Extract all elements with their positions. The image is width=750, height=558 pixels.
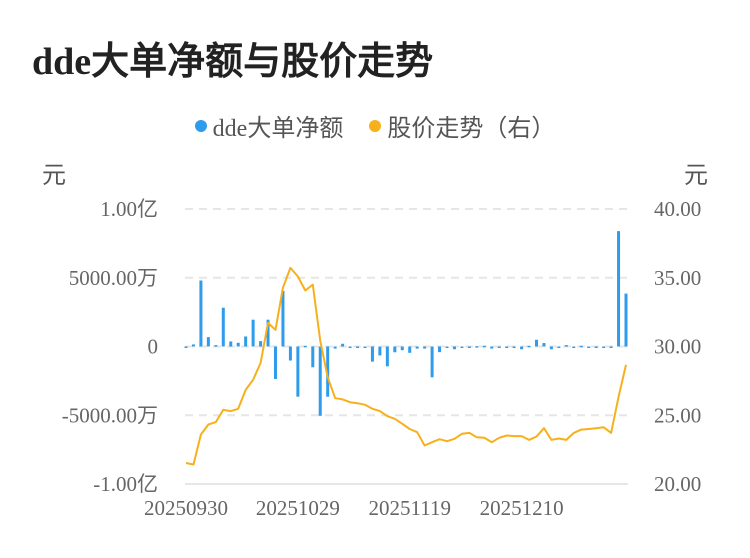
dde-bar (251, 319, 255, 347)
dde-bar (542, 343, 546, 347)
dde-bar (430, 346, 434, 378)
legend-dot-dde (194, 119, 207, 132)
dde-bar (221, 307, 225, 347)
dde-bar (460, 346, 464, 348)
right-tick-label: 30.00 (654, 335, 701, 359)
dde-bar (505, 346, 509, 348)
left-tick-label: 5000.00万 (69, 266, 158, 290)
legend-label-price: 股价走势（右） (387, 116, 556, 142)
dde-bar (191, 344, 195, 347)
dde-bar (482, 345, 486, 348)
dde-bar (438, 346, 442, 353)
dde-bar (564, 345, 568, 347)
dde-bar (527, 345, 531, 348)
dde-bar (184, 346, 188, 348)
dde-bar (266, 319, 270, 347)
dde-bar (579, 345, 583, 348)
dde-bar (445, 346, 449, 348)
dde-bar (273, 346, 277, 379)
dde-bar (341, 343, 345, 347)
right-axis-unit: 元 (684, 163, 708, 189)
dde-bar (423, 346, 427, 349)
dde-bar (452, 346, 456, 350)
x-tick-label: 20251119 (369, 496, 451, 520)
dde-bar (326, 346, 330, 397)
left-tick-label: -1.00亿 (93, 472, 158, 496)
dde-bar (229, 341, 233, 347)
x-tick-label: 20251210 (480, 496, 564, 520)
legend-item-price[interactable]: 股价走势（右） (369, 108, 555, 143)
left-tick-label: -5000.00万 (62, 403, 158, 427)
dde-bar (609, 346, 613, 348)
dde-bar (535, 339, 539, 347)
dde-bar (467, 346, 471, 348)
dde-bar (303, 345, 307, 348)
dde-bar (296, 346, 300, 397)
dde-bar (281, 290, 285, 347)
dde-bar (378, 346, 382, 356)
dde-bar (244, 336, 248, 347)
price-line (185, 266, 627, 466)
left-tick-label: 1.00亿 (100, 197, 158, 221)
dde-bar (259, 341, 263, 347)
left-axis-unit: 元 (42, 163, 66, 189)
right-tick-label: 35.00 (654, 266, 701, 290)
dde-bar (370, 346, 374, 362)
dde-bar (356, 346, 360, 348)
dde-bar (415, 346, 419, 349)
dde-bar (206, 337, 210, 347)
dde-bar (333, 346, 337, 349)
right-tick-label: 40.00 (654, 197, 701, 221)
dde-bar (497, 346, 501, 348)
dde-bar (490, 346, 494, 349)
legend-label-dde: dde大单净额 (212, 116, 344, 142)
dde-bar (557, 346, 561, 348)
dde-bar (512, 346, 516, 348)
dde-bar (587, 346, 591, 348)
legend: dde大单净额 股价走势（右） (0, 108, 750, 143)
chart-title: dde大单净额与股价走势 (32, 41, 434, 83)
dde-bar (311, 346, 315, 368)
dde-bar (549, 346, 553, 350)
legend-item-dde[interactable]: dde大单净额 (194, 108, 344, 143)
dde-bar (400, 346, 404, 351)
dde-bar (617, 231, 621, 347)
dde-bar (602, 346, 606, 348)
dde-bar (408, 346, 412, 353)
x-tick-label: 20251029 (256, 496, 340, 520)
x-tick-label: 20250930 (144, 496, 228, 520)
left-tick-label: 0 (148, 335, 159, 359)
dde-bar (288, 346, 292, 361)
dde-bar (475, 346, 479, 348)
dde-bar (199, 280, 203, 347)
dde-bar (348, 346, 352, 348)
dde-bar (520, 346, 524, 350)
dde-bar (393, 346, 397, 353)
dde-bar (572, 346, 576, 348)
legend-dot-price (369, 119, 382, 132)
right-tick-label: 25.00 (654, 403, 701, 427)
dde-bar (318, 346, 322, 416)
dde-bar (214, 345, 218, 347)
dde-bar (385, 346, 389, 367)
dde-bar (236, 342, 240, 347)
dde-bar (363, 346, 367, 348)
right-tick-label: 20.00 (654, 472, 701, 496)
dde-bar (624, 293, 628, 347)
dde-bar (594, 346, 598, 348)
